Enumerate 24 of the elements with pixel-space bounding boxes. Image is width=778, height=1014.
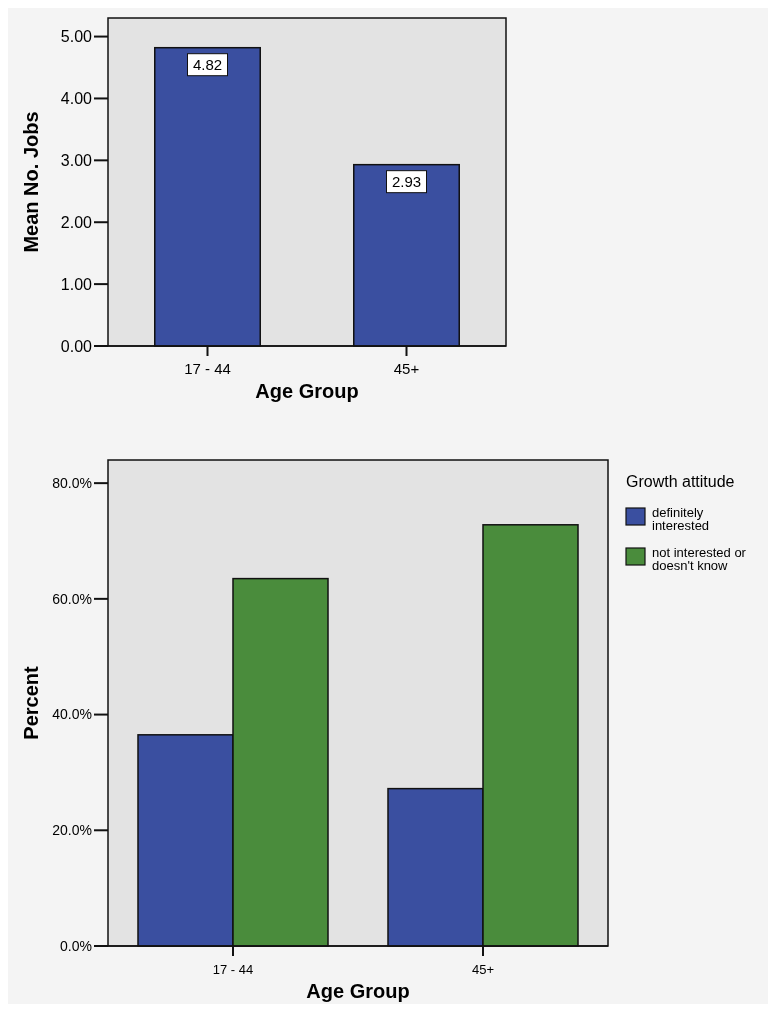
y-tick-label: 80.0%	[52, 475, 92, 492]
x-tick-label: 45+	[471, 962, 495, 977]
data-label: 4.82	[192, 55, 223, 73]
y-tick-label: 0.00	[60, 337, 93, 355]
x-axis-title: Age Group	[306, 980, 410, 1002]
y-tick-label: 4.00	[60, 90, 93, 108]
data-label: 2.93	[391, 172, 422, 190]
y-tick-label: 20.0%	[52, 822, 92, 839]
x-tick-label: 17 - 44	[184, 360, 231, 377]
y-tick-label: 40.0%	[52, 706, 92, 723]
y-tick-label: 3.00	[60, 151, 93, 169]
y-tick-label: 1.00	[60, 275, 93, 293]
x-tick-label: 45+	[393, 360, 420, 377]
y-tick-label: 0.0%	[60, 937, 92, 954]
y-tick-label: 2.00	[60, 213, 93, 231]
y-axis-title: Percent	[20, 665, 42, 740]
legend-title: Growth attitude	[626, 473, 735, 490]
legend-label: not interested or doesn't know	[652, 544, 747, 574]
x-axis-title: Age Group	[255, 380, 359, 402]
y-tick-label: 60.0%	[52, 590, 92, 607]
y-axis-title: Mean No. Jobs	[20, 111, 42, 253]
x-tick-label: 17 - 44	[212, 962, 254, 977]
y-tick-label: 5.00	[60, 28, 93, 46]
legend-label: definitely interested	[652, 504, 710, 534]
